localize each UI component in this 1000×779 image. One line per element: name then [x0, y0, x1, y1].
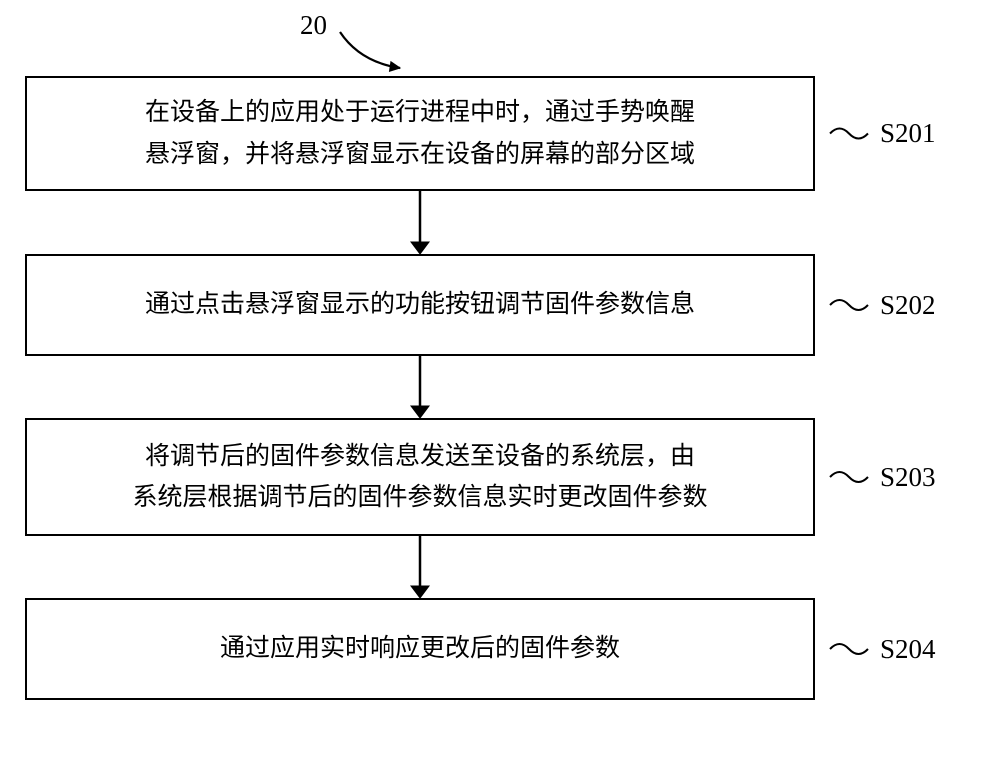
step-label-s201: S201 [880, 118, 936, 149]
step-label-s202: S202 [880, 290, 936, 321]
step-label-s204: S204 [880, 634, 936, 665]
figure-number: 20 [300, 10, 327, 41]
step-box-s204: 通过应用实时响应更改后的固件参数 [25, 598, 815, 700]
step-box-s201: 在设备上的应用处于运行进程中时，通过手势唤醒 悬浮窗，并将悬浮窗显示在设备的屏幕… [25, 76, 815, 191]
step-box-s203: 将调节后的固件参数信息发送至设备的系统层，由 系统层根据调节后的固件参数信息实时… [25, 418, 815, 536]
flowchart-canvas: 在设备上的应用处于运行进程中时，通过手势唤醒 悬浮窗，并将悬浮窗显示在设备的屏幕… [0, 0, 1000, 779]
step-label-s203: S203 [880, 462, 936, 493]
step-box-s202: 通过点击悬浮窗显示的功能按钮调节固件参数信息 [25, 254, 815, 356]
